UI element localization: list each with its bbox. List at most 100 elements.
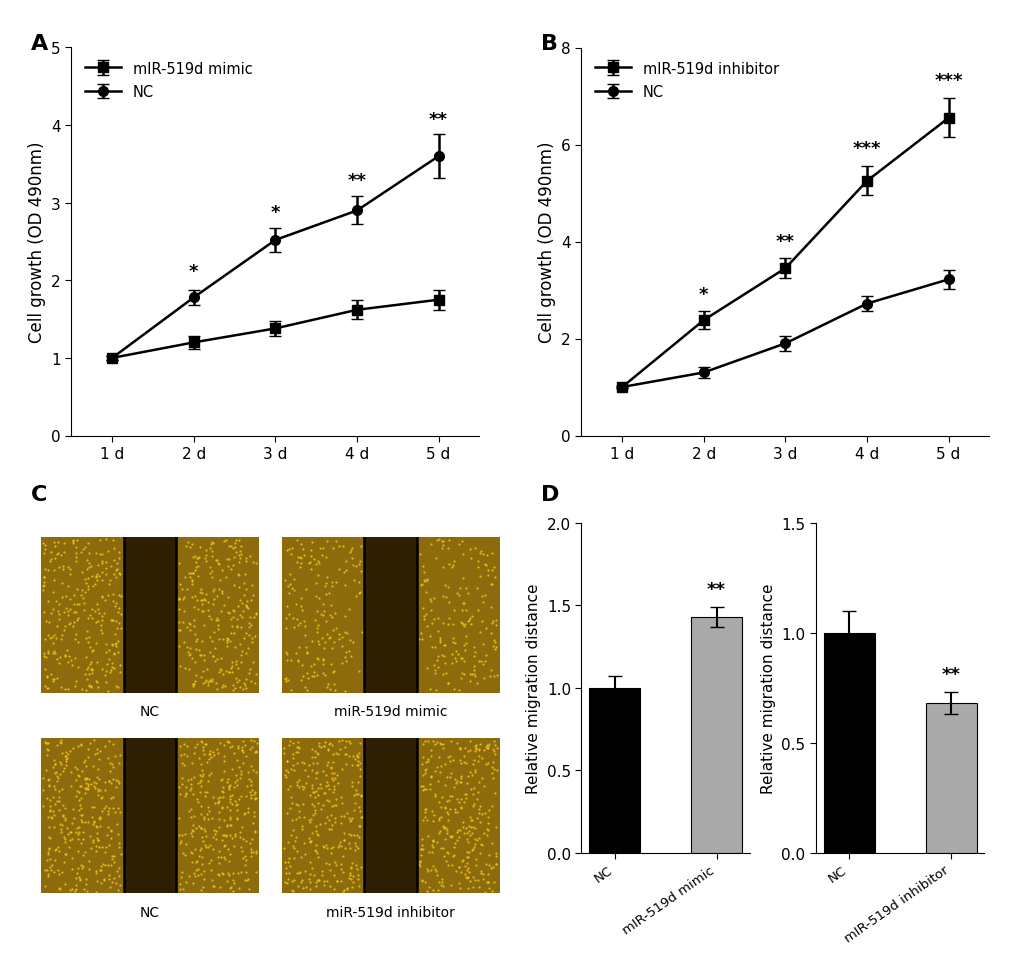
Point [181, 803, 198, 819]
Point [178, 539, 195, 554]
Point [436, 821, 452, 836]
Point [210, 555, 226, 571]
Point [436, 638, 452, 653]
Point [484, 639, 500, 654]
Point [230, 554, 247, 570]
Point [63, 815, 79, 830]
Point [309, 788, 325, 803]
Point [443, 656, 460, 672]
Point [205, 878, 221, 893]
Point [176, 827, 193, 842]
Point [460, 768, 476, 784]
Point [196, 746, 212, 762]
Point [42, 830, 58, 846]
Point [280, 586, 297, 602]
Point [472, 865, 488, 881]
Point [324, 746, 340, 762]
Point [101, 800, 117, 816]
Point [185, 612, 202, 628]
Point [187, 654, 204, 670]
Point [319, 841, 335, 857]
Point [79, 814, 96, 829]
Point [286, 840, 303, 856]
Point [343, 856, 360, 871]
Point [226, 875, 243, 891]
Point [59, 827, 75, 842]
Point [457, 628, 473, 643]
Point [337, 734, 354, 749]
Point [278, 865, 294, 881]
Point [231, 824, 248, 839]
Point [450, 875, 467, 891]
Point [182, 810, 199, 826]
Point [186, 739, 203, 755]
Point [175, 846, 192, 861]
Point [308, 766, 324, 781]
Point [75, 882, 92, 897]
Point [452, 650, 469, 666]
Point [327, 858, 343, 873]
Point [243, 733, 259, 748]
Point [186, 841, 203, 857]
Point [221, 739, 237, 755]
Point [476, 742, 492, 758]
Point [53, 628, 69, 643]
Point [289, 844, 306, 860]
Point [415, 812, 431, 828]
Point [231, 579, 248, 595]
Point [439, 616, 455, 632]
Point [83, 840, 99, 856]
Point [462, 542, 478, 557]
Point [467, 872, 483, 888]
Point [40, 643, 56, 659]
Point [299, 644, 315, 660]
Point [90, 781, 106, 797]
Point [67, 825, 84, 840]
Point [177, 836, 194, 852]
Point [59, 747, 75, 763]
Point [236, 805, 253, 821]
Point [93, 791, 109, 806]
Point [62, 832, 78, 848]
Point [466, 663, 482, 678]
Point [478, 857, 494, 872]
Point [284, 541, 301, 556]
Point [72, 835, 89, 851]
Point [303, 833, 319, 849]
Point [308, 576, 324, 591]
Point [317, 767, 333, 783]
Point [37, 561, 53, 577]
Point [244, 782, 260, 797]
Point [239, 765, 256, 780]
Point [190, 551, 206, 567]
Point [316, 878, 332, 893]
Point [170, 639, 186, 654]
Point [227, 533, 244, 548]
Text: miR-519d mimic: miR-519d mimic [333, 704, 447, 718]
Point [286, 583, 303, 599]
Point [231, 770, 248, 786]
Point [322, 630, 338, 645]
Point [217, 532, 233, 547]
Point [443, 858, 460, 873]
Point [432, 877, 448, 892]
Point [102, 790, 118, 805]
Point [431, 635, 447, 650]
Point [284, 883, 301, 898]
Point [192, 767, 208, 783]
Point [310, 796, 326, 811]
Point [439, 675, 455, 691]
Point [108, 614, 124, 630]
Point [469, 811, 485, 827]
Point [44, 810, 60, 826]
Point [78, 553, 95, 569]
Point [304, 535, 320, 550]
Point [71, 768, 88, 784]
Point [48, 765, 64, 780]
Point [40, 809, 56, 825]
Point [58, 749, 74, 765]
Point [469, 832, 485, 848]
Point [37, 662, 53, 677]
Point [219, 632, 235, 647]
Point [302, 833, 318, 849]
